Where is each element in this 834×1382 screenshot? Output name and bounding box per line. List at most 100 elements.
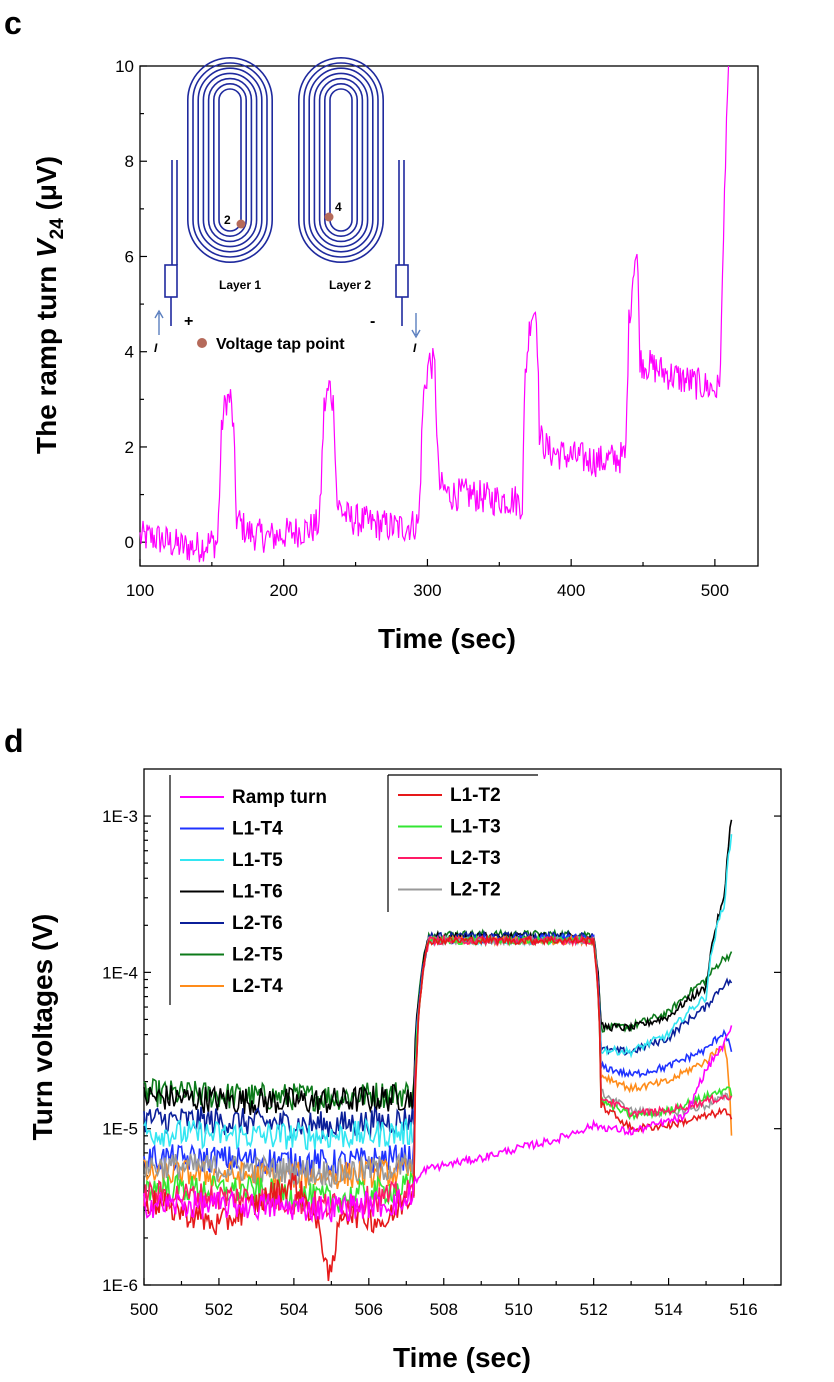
series-line-l2-t3 [143, 933, 733, 1219]
plus-sign: + [184, 313, 193, 330]
panel-label-d: d [4, 723, 24, 759]
legend-label: L1-T2 [450, 785, 501, 806]
x-tick-label: 506 [355, 1300, 383, 1319]
y-tick-label: 4 [125, 343, 134, 362]
plot-frame-c [139, 65, 759, 567]
current-label-right: I [413, 341, 417, 355]
legend-label: L2-T6 [232, 913, 283, 934]
layer1-turn [213, 83, 247, 237]
x-ticks-c: 100 200 300 400 500 [126, 559, 729, 600]
layer1-turn [218, 88, 242, 232]
tap-point-2 [236, 219, 246, 229]
layer2-turn [329, 88, 353, 232]
legend-label: L1-T3 [450, 817, 501, 838]
legend-label: L1-T6 [232, 882, 283, 903]
layer2-label: Layer 2 [329, 278, 371, 292]
x-tick-label: 510 [505, 1300, 533, 1319]
current-label-left: I [154, 341, 158, 355]
coil-schematic-inset: Layer 1 Layer 2 2 4 + - I I Voltage tap … [154, 57, 421, 355]
y-label-prefix: The ramp turn [31, 258, 62, 454]
series-line-l1-t4 [143, 932, 733, 1178]
x-tick-label: 502 [205, 1300, 233, 1319]
layer2-turn [313, 72, 369, 248]
layer1-turn [187, 57, 273, 263]
coil-layer-2 [298, 57, 384, 263]
y-tick-label: 10 [115, 57, 134, 76]
plot-frame-d [143, 768, 782, 1286]
legend-label: L1-T4 [232, 819, 283, 840]
left-lead [171, 160, 178, 265]
series-d [143, 819, 733, 1282]
series-c [139, 65, 730, 563]
y-label-var: V [31, 237, 62, 258]
x-tick-label: 508 [430, 1300, 458, 1319]
layer2-turn [308, 67, 374, 253]
panel-d: d 500 502 504 506 508 510 512 514 516 1E-61E-51E… [4, 723, 782, 1373]
right-lead [398, 160, 405, 265]
y-tick-label: 2 [125, 438, 134, 457]
x-axis-label-d: Time (sec) [393, 1342, 531, 1373]
y-tick-label: 1E-6 [102, 1276, 138, 1295]
y-axis-label-d: Turn voltages (V) [27, 914, 58, 1141]
coil-leads [154, 160, 421, 339]
y-ticks-c: 0 2 4 6 8 10 [115, 57, 147, 552]
series-line-l2-t4 [143, 933, 733, 1190]
x-tick-label: 100 [126, 581, 154, 600]
y-tick-label: 6 [125, 247, 134, 266]
y-tick-label: 1E-4 [102, 963, 138, 982]
x-tick-label: 504 [280, 1300, 308, 1319]
x-tick-label: 300 [413, 581, 441, 600]
legend-d: Ramp turn L1-T4 L1-T5 L1-T6 L2-T6 L2-T5 L2-T4 L… [169, 774, 538, 1005]
x-tick-label: 512 [579, 1300, 607, 1319]
x-axis-label-c: Time (sec) [378, 623, 516, 654]
layer1-turn [192, 62, 268, 258]
y-tick-label: 1E-5 [102, 1120, 138, 1139]
legend-label: L2-T2 [450, 880, 501, 901]
legend-tap-label: Voltage tap point [216, 336, 345, 353]
coil-layer-1 [187, 57, 273, 263]
layer1-turn [202, 72, 258, 248]
layer2-turn [298, 57, 384, 263]
left-terminal [164, 264, 178, 298]
series-line-l2-t2 [143, 933, 733, 1189]
panel-label-c: c [4, 5, 22, 41]
legend-label: L2-T5 [232, 945, 283, 966]
layer2-turn [303, 62, 379, 258]
layer2-turn [318, 77, 364, 243]
layer1-label: Layer 1 [219, 278, 261, 292]
legend-label: Ramp turn [232, 787, 327, 808]
tap-label-2: 2 [224, 213, 231, 227]
x-ticks-d: 500 502 504 506 508 510 512 514 516 [130, 1278, 758, 1319]
layer1-turn [197, 67, 263, 253]
x-tick-label: 400 [557, 581, 585, 600]
tap-label-4: 4 [335, 200, 342, 214]
y-ticks-d: 1E-6 1E-5 1E-4 1E-3 [102, 807, 781, 1295]
legend-tap-marker [197, 338, 207, 348]
y-axis-label-c: The ramp turn V24 (μV) [31, 156, 68, 454]
series-line-ramp-turn-v24 [139, 65, 730, 563]
current-arrow-up [154, 309, 164, 335]
series-line-ramp-turn [143, 1025, 733, 1223]
legend-label: L2-T3 [450, 848, 501, 869]
tap-point-4 [324, 212, 334, 222]
x-tick-label: 500 [130, 1300, 158, 1319]
y-tick-label: 1E-3 [102, 807, 138, 826]
layer2-turn [324, 83, 358, 237]
x-tick-label: 500 [701, 581, 729, 600]
x-tick-label: 514 [654, 1300, 682, 1319]
y-tick-label: 8 [125, 152, 134, 171]
layer1-turn [207, 77, 253, 243]
y-label-unit: (μV) [31, 156, 62, 218]
current-arrow-down [411, 313, 421, 339]
minus-sign: - [370, 313, 375, 330]
y-tick-label: 0 [125, 533, 134, 552]
right-terminal [395, 264, 409, 298]
legend-label: L2-T4 [232, 976, 283, 997]
x-tick-label: 516 [729, 1300, 757, 1319]
series-line-l1-t6 [143, 819, 733, 1116]
y-label-sub: 24 [47, 218, 68, 240]
legend-label: L1-T5 [232, 850, 283, 871]
x-tick-label: 200 [270, 581, 298, 600]
